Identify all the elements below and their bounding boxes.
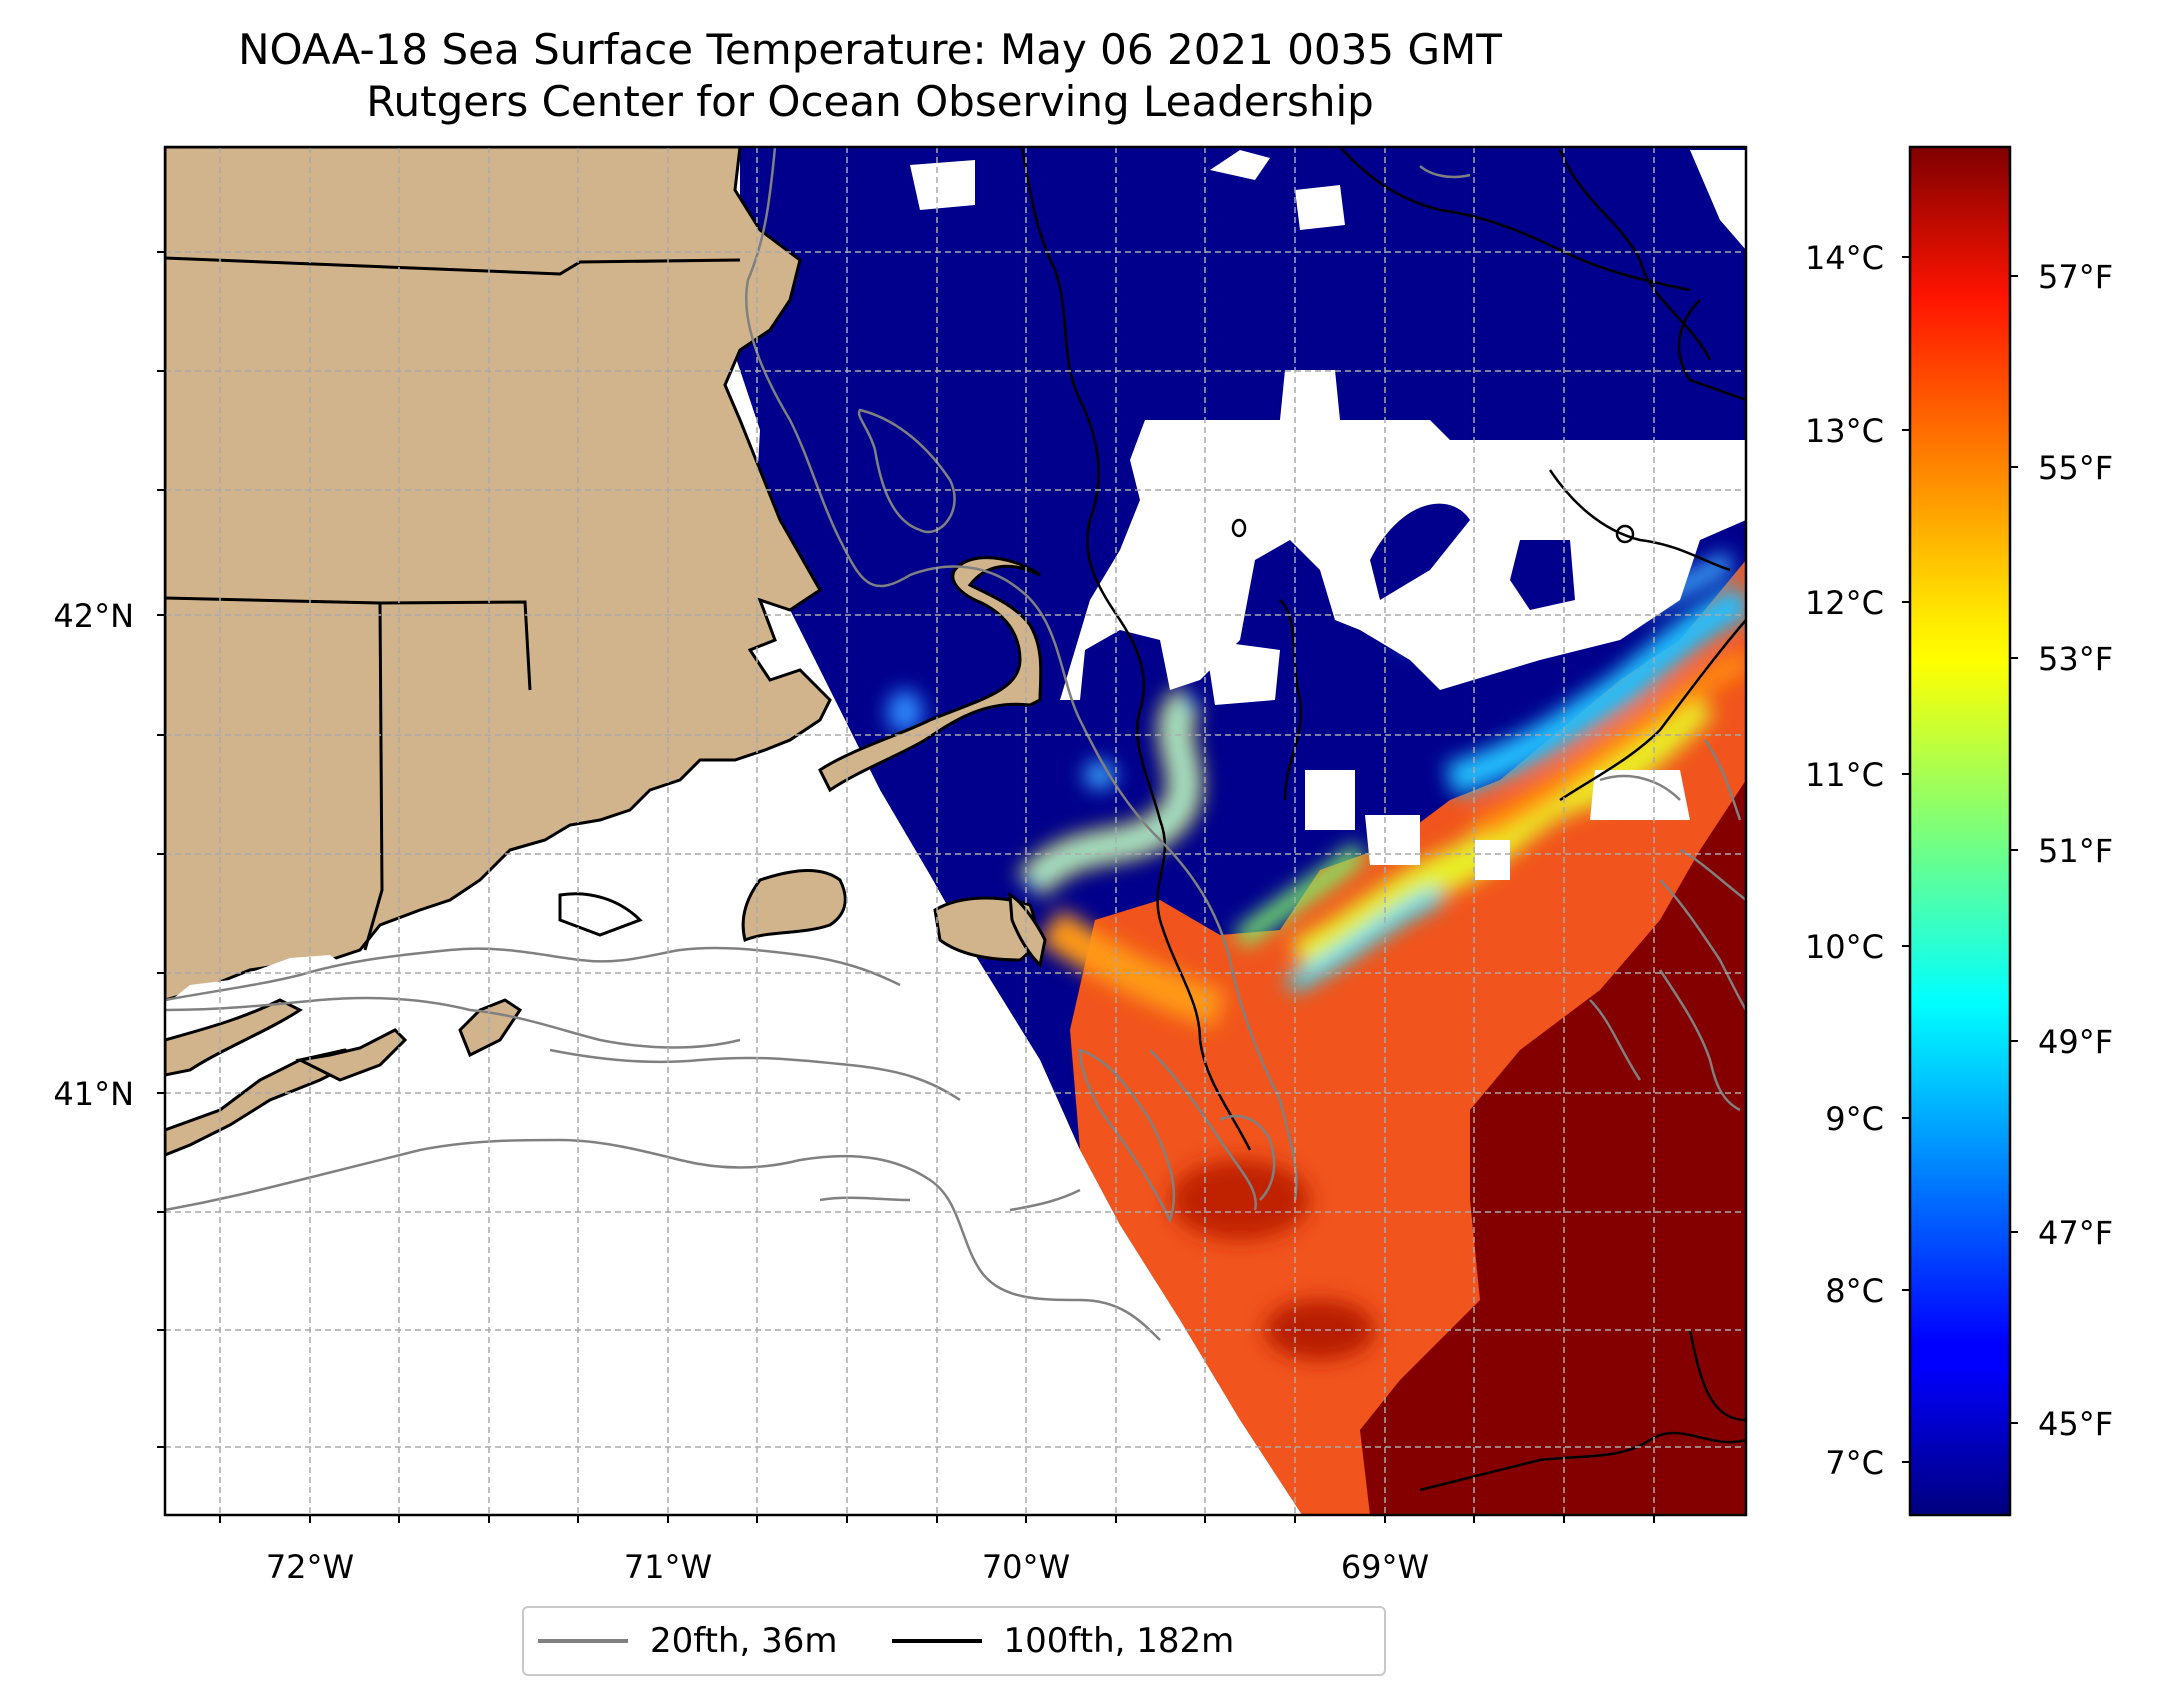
sst-hot-water	[1360, 780, 1746, 1515]
celsius-label-8: 8°C	[1825, 1272, 1884, 1310]
lat-label-41n: 41°N	[53, 1075, 134, 1113]
isobath-20fth	[165, 147, 1746, 1341]
fahrenheit-label-57: 57°F	[2038, 258, 2113, 296]
celsius-label-11: 11°C	[1805, 756, 1884, 794]
celsius-label-13: 13°C	[1805, 412, 1884, 450]
fahrenheit-ticks	[2010, 275, 2018, 1424]
legend-swatch-20fth	[538, 1639, 628, 1643]
celsius-label-12: 12°C	[1805, 584, 1884, 622]
legend-label-100fth: 100fth, 182m	[1003, 1621, 1235, 1661]
celsius-label-10: 10°C	[1805, 928, 1884, 966]
fahrenheit-label-55: 55°F	[2038, 449, 2113, 487]
legend-item-100fth: 100fth, 182m	[891, 1621, 1235, 1661]
lon-label-69w: 69°W	[1341, 1548, 1429, 1586]
fahrenheit-label-49: 49°F	[2038, 1023, 2113, 1061]
title-line-1: NOAA-18 Sea Surface Temperature: May 06 …	[238, 25, 1502, 74]
fahrenheit-label-47: 47°F	[2038, 1214, 2113, 1252]
celsius-ticks	[1902, 256, 1910, 1463]
state-boundaries	[165, 256, 741, 951]
legend-label-20fth: 20fth, 36m	[650, 1621, 838, 1661]
lon-label-71w: 71°W	[624, 1548, 712, 1586]
map-gridlines	[165, 147, 1746, 1515]
map-ticks	[157, 251, 1655, 1523]
fahrenheit-label-45: 45°F	[2038, 1405, 2113, 1443]
chart-title: NOAA-18 Sea Surface Temperature: May 06 …	[160, 24, 1580, 128]
legend-swatch-100fth	[891, 1639, 982, 1643]
map-frame	[163, 145, 1748, 1517]
title-line-2: Rutgers Center for Ocean Observing Leade…	[366, 77, 1374, 126]
lon-label-72w: 72°W	[266, 1548, 354, 1586]
fahrenheit-label-53: 53°F	[2038, 640, 2113, 678]
lon-label-70w: 70°W	[982, 1548, 1070, 1586]
fahrenheit-label-51: 51°F	[2038, 832, 2113, 870]
cloud-gaps	[910, 150, 1746, 880]
celsius-label-9: 9°C	[1825, 1100, 1884, 1138]
colorbar	[1908, 145, 2012, 1517]
isobath-100fth	[1020, 147, 1746, 1492]
map-panel	[165, 147, 1746, 1515]
land	[165, 147, 1047, 1157]
legend-item-20fth: 20fth, 36m	[538, 1621, 838, 1661]
celsius-label-7: 7°C	[1825, 1444, 1884, 1482]
celsius-label-14: 14°C	[1805, 239, 1884, 277]
lat-label-42n: 42°N	[53, 597, 134, 635]
legend: 20fth, 36m 100fth, 182m	[522, 1606, 1386, 1676]
